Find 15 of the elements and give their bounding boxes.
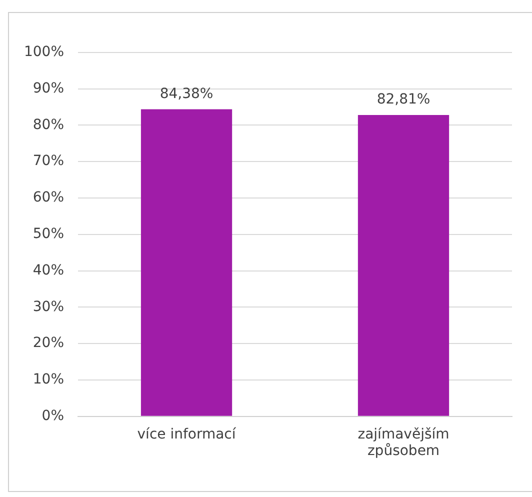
y-tick-label: 30%	[32, 298, 64, 315]
y-tick-label: 50%	[32, 226, 64, 242]
y-tick-label: 40%	[32, 262, 64, 278]
x-tick-label: více informací	[137, 426, 237, 442]
y-tick-label: 100%	[24, 44, 64, 60]
x-tick-label: zajímavějším způsobem	[358, 426, 450, 460]
y-tick-label: 60%	[32, 190, 64, 206]
y-tick-label: 20%	[32, 335, 64, 352]
data-label: 84,38%	[160, 86, 214, 102]
y-tick-label: 80%	[32, 116, 64, 133]
y-tick-label: 70%	[32, 153, 64, 170]
data-label: 82,81%	[376, 92, 430, 108]
y-tick-label: 90%	[32, 80, 64, 96]
y-tick-label: 10%	[32, 372, 64, 388]
y-tick-label: 0%	[42, 408, 64, 424]
